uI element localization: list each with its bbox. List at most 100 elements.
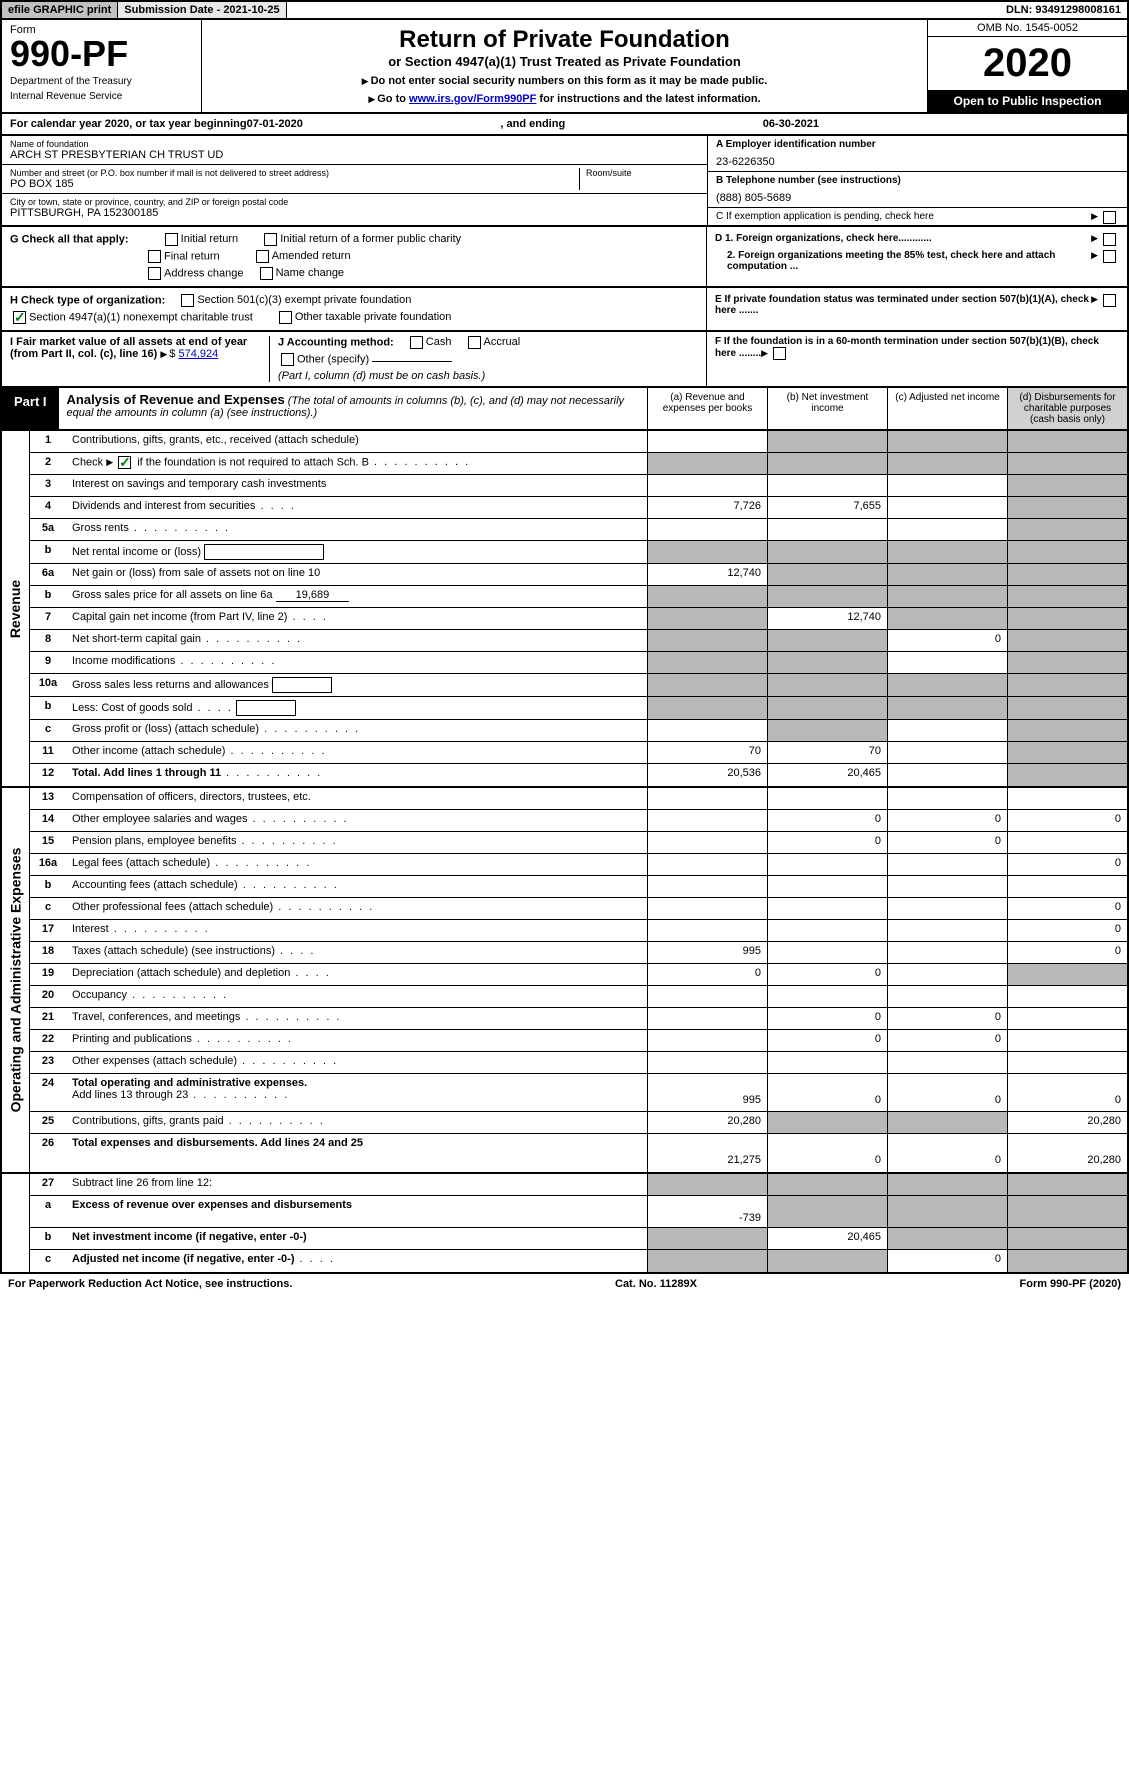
- line-23: 23 Other expenses (attach schedule): [30, 1052, 1127, 1074]
- r20-text: Occupancy: [72, 989, 127, 1001]
- line-no: b: [30, 876, 66, 897]
- val-c: 0: [887, 1008, 1007, 1029]
- line-desc: Accounting fees (attach schedule): [66, 876, 647, 897]
- line-no: 21: [30, 1008, 66, 1029]
- arrow-icon: [1091, 250, 1100, 272]
- f-checkbox[interactable]: [773, 347, 786, 360]
- line-no: 11: [30, 742, 66, 763]
- i-value[interactable]: 574,924: [178, 348, 218, 360]
- line-no: b: [30, 586, 66, 607]
- line-desc: Depreciation (attach schedule) and deple…: [66, 964, 647, 985]
- 501c3-checkbox[interactable]: [181, 294, 194, 307]
- line-no: 24: [30, 1074, 66, 1111]
- line-no: 18: [30, 942, 66, 963]
- accrual-checkbox[interactable]: [468, 336, 481, 349]
- val-c: [887, 854, 1007, 875]
- val-a: [647, 1250, 767, 1272]
- e-checkbox[interactable]: [1103, 294, 1116, 307]
- line-10c: c Gross profit or (loss) (attach schedul…: [30, 720, 1127, 742]
- val-b: [767, 942, 887, 963]
- footer-mid: Cat. No. 11289X: [615, 1278, 697, 1290]
- val-b: [767, 697, 887, 719]
- inline-input: [204, 544, 324, 560]
- line-desc: Check if the foundation is not required …: [66, 453, 647, 474]
- line-no: 2: [30, 453, 66, 474]
- schb-checkbox[interactable]: [118, 456, 131, 469]
- line-10a: 10a Gross sales less returns and allowan…: [30, 674, 1127, 697]
- r7-text: Capital gain net income (from Part IV, l…: [72, 611, 287, 623]
- val-a: [647, 453, 767, 474]
- val-b: [767, 541, 887, 563]
- d2-checkbox[interactable]: [1103, 250, 1116, 263]
- line-no: a: [30, 1196, 66, 1227]
- form-subtitle: or Section 4947(a)(1) Trust Treated as P…: [208, 54, 921, 69]
- line-10b: b Less: Cost of goods sold: [30, 697, 1127, 720]
- line-no: 8: [30, 630, 66, 651]
- r12-text: Total. Add lines 1 through 11: [72, 767, 221, 779]
- r10a-text: Gross sales less returns and allowances: [72, 679, 269, 691]
- addr-change-checkbox[interactable]: [148, 267, 161, 280]
- other-taxable-checkbox[interactable]: [279, 311, 292, 324]
- val-d: [1007, 1228, 1127, 1249]
- d1-checkbox[interactable]: [1103, 233, 1116, 246]
- val-a: [647, 541, 767, 563]
- line-no: 17: [30, 920, 66, 941]
- val-a: [647, 652, 767, 673]
- line-desc: Taxes (attach schedule) (see instruction…: [66, 942, 647, 963]
- line-desc: Income modifications: [66, 652, 647, 673]
- line-no: b: [30, 1228, 66, 1249]
- val-a: 20,280: [647, 1112, 767, 1133]
- val-c: 0: [887, 1074, 1007, 1111]
- val-c: [887, 608, 1007, 629]
- line-desc: Gross profit or (loss) (attach schedule): [66, 720, 647, 741]
- val-d: [1007, 674, 1127, 696]
- val-d: [1007, 986, 1127, 1007]
- val-d: [1007, 697, 1127, 719]
- arrow-icon: [160, 348, 169, 360]
- form-header: Form 990-PF Department of the Treasury I…: [0, 20, 1129, 114]
- val-d: [1007, 652, 1127, 673]
- final-return-checkbox[interactable]: [148, 250, 161, 263]
- r5b-text: Net rental income or (loss): [72, 546, 201, 558]
- val-c: [887, 652, 1007, 673]
- line-no: 9: [30, 652, 66, 673]
- line-no: b: [30, 541, 66, 563]
- line-no: 19: [30, 964, 66, 985]
- exemption-checkbox[interactable]: [1103, 211, 1116, 224]
- val-b: [767, 854, 887, 875]
- entity-right: A Employer identification number 23-6226…: [707, 136, 1127, 225]
- r17-text: Interest: [72, 923, 109, 935]
- line-desc: Dividends and interest from securities: [66, 497, 647, 518]
- line-no: 16a: [30, 854, 66, 875]
- cash-checkbox[interactable]: [410, 336, 423, 349]
- j-section: J Accounting method: Cash Accrual Other …: [270, 336, 698, 382]
- d2-label: 2. Foreign organizations meeting the 85%…: [727, 250, 1055, 272]
- other-method-checkbox[interactable]: [281, 353, 294, 366]
- amended-return-checkbox[interactable]: [256, 250, 269, 263]
- initial-return-checkbox[interactable]: [165, 233, 178, 246]
- val-a: [647, 608, 767, 629]
- line-desc: Less: Cost of goods sold: [66, 697, 647, 719]
- val-a: [647, 920, 767, 941]
- line-25: 25 Contributions, gifts, grants paid 20,…: [30, 1112, 1127, 1134]
- name-change-checkbox[interactable]: [260, 267, 273, 280]
- line-no: 10a: [30, 674, 66, 696]
- val-c: 0: [887, 810, 1007, 831]
- r27b-text: Net investment income (if negative, ente…: [72, 1231, 307, 1243]
- val-a: [647, 586, 767, 607]
- line-no: 15: [30, 832, 66, 853]
- line-desc: Capital gain net income (from Part IV, l…: [66, 608, 647, 629]
- 4947-checkbox[interactable]: [13, 311, 26, 324]
- val-b: 0: [767, 964, 887, 985]
- val-b: [767, 586, 887, 607]
- f-section: F If the foundation is in a 60-month ter…: [707, 332, 1127, 386]
- e-section: E If private foundation status was termi…: [707, 288, 1127, 330]
- line-27a: a Excess of revenue over expenses and di…: [30, 1196, 1127, 1228]
- cal-pre: For calendar year 2020, or tax year begi…: [10, 118, 247, 130]
- h-checks-block: H Check type of organization: Section 50…: [0, 288, 1129, 332]
- initial-former-checkbox[interactable]: [264, 233, 277, 246]
- r5a-text: Gross rents: [72, 522, 129, 534]
- line-18: 18 Taxes (attach schedule) (see instruct…: [30, 942, 1127, 964]
- val-a: [647, 854, 767, 875]
- irs-link[interactable]: www.irs.gov/Form990PF: [409, 93, 536, 105]
